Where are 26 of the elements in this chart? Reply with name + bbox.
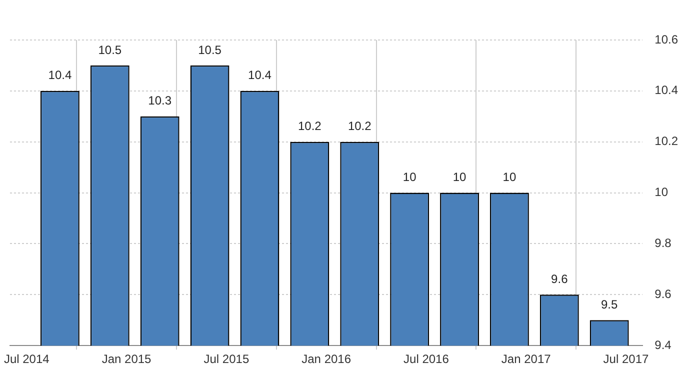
data-label: 10.5: [98, 42, 122, 57]
data-label: 10: [502, 170, 516, 184]
data-label: 9.5: [601, 297, 618, 312]
data-label: 10.4: [48, 68, 72, 82]
y-tick-label: 10.2: [654, 134, 678, 148]
x-tick-label: Jan 2015: [102, 352, 152, 366]
data-label: 10.3: [148, 94, 172, 108]
y-tick-label: 9.4: [654, 338, 672, 352]
data-label: 9.6: [551, 272, 568, 286]
y-tick-label: 9.8: [654, 236, 672, 250]
x-tick-label: Jul 2014: [4, 352, 50, 366]
y-tick-label: 10.6: [654, 32, 678, 46]
data-label: 10.2: [298, 119, 322, 134]
x-tick-label: Jan 2016: [302, 352, 352, 366]
data-label: 10: [452, 170, 467, 184]
y-tick-label: 10.4: [654, 83, 678, 98]
x-tick-label: Jul 2015: [204, 352, 250, 366]
x-tick-label: Jan 2017: [501, 352, 552, 366]
x-tick-label: Jul 2016: [404, 352, 450, 366]
data-label: 10.4: [248, 68, 272, 82]
data-label: 10.5: [198, 42, 222, 57]
data-label: 10: [402, 170, 417, 184]
data-label: 10.2: [348, 119, 372, 134]
x-tick-label: Jul 2017: [603, 352, 650, 366]
y-tick-label: 9.6: [654, 286, 672, 301]
y-tick-label: 10: [654, 185, 668, 200]
